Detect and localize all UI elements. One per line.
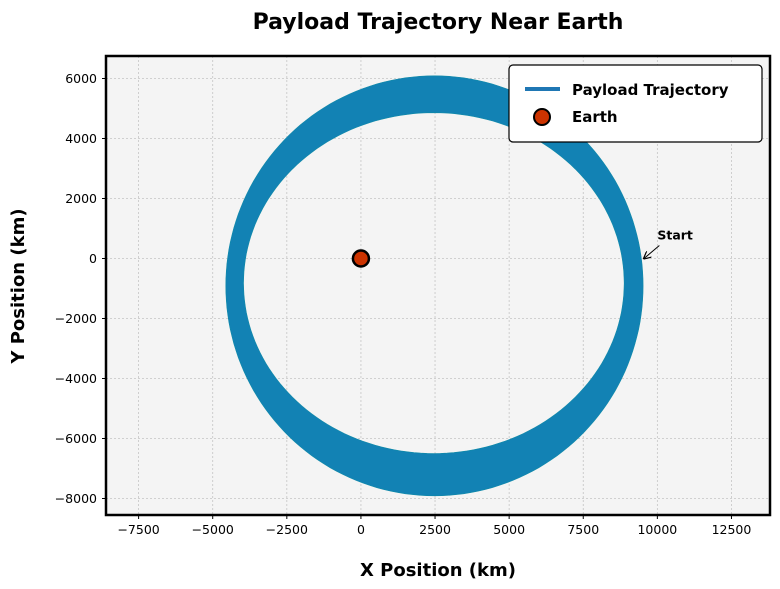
chart-title: Payload Trajectory Near Earth bbox=[253, 10, 624, 35]
x-tick-label: 12500 bbox=[712, 522, 752, 537]
x-tick-label: 7500 bbox=[567, 522, 599, 537]
earth-marker bbox=[351, 249, 371, 268]
x-axis-ticks: −7500 −5000 −2500 0 2500 5000 7500 10000 12500 bbox=[117, 515, 751, 537]
x-tick-label: 2500 bbox=[419, 522, 451, 537]
x-tick-label: −5000 bbox=[192, 522, 234, 537]
x-tick-label: −7500 bbox=[117, 522, 159, 537]
x-tick-label: 0 bbox=[357, 522, 365, 537]
y-tick-label: −2000 bbox=[55, 311, 97, 326]
y-tick-label: −4000 bbox=[55, 371, 97, 386]
y-tick-label: 6000 bbox=[65, 71, 97, 86]
y-axis-ticks: −8000 −6000 −4000 −2000 0 2000 4000 6000 bbox=[55, 71, 106, 506]
y-tick-label: 4000 bbox=[65, 131, 97, 146]
plot-frame bbox=[104, 54, 772, 517]
x-axis-label: X Position (km) bbox=[360, 560, 516, 581]
y-axis-label: Y Position (km) bbox=[8, 208, 29, 364]
y-tick-label: 2000 bbox=[65, 191, 97, 206]
x-tick-label: 5000 bbox=[493, 522, 525, 537]
y-tick-label: −8000 bbox=[55, 491, 97, 506]
y-tick-label: −6000 bbox=[55, 431, 97, 446]
legend-trajectory-label: Payload Trajectory bbox=[572, 81, 729, 99]
legend-earth-label: Earth bbox=[572, 108, 618, 126]
x-tick-label: 10000 bbox=[637, 522, 677, 537]
x-tick-label: −2500 bbox=[266, 522, 308, 537]
start-arrow bbox=[644, 245, 660, 259]
legend-earth-marker bbox=[533, 108, 551, 126]
start-annotation: Start bbox=[657, 228, 693, 243]
legend-box bbox=[508, 64, 763, 143]
y-tick-label: 0 bbox=[89, 251, 97, 266]
annotation-layer: Start bbox=[644, 228, 693, 259]
legend: Payload Trajectory Earth bbox=[508, 64, 763, 143]
